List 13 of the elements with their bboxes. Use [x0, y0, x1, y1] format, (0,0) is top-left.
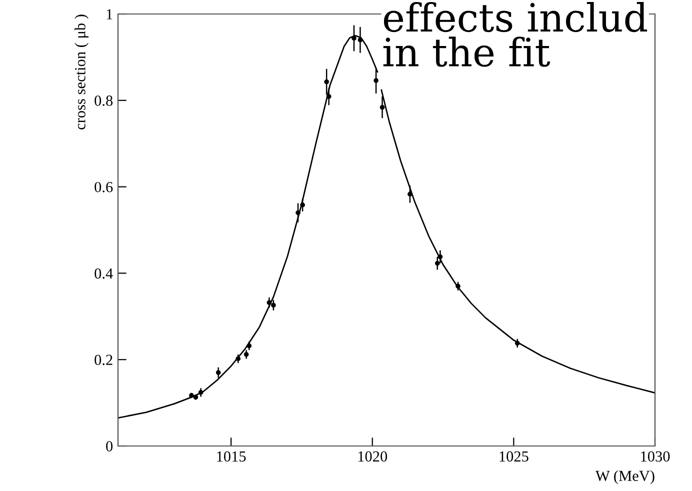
- x-tick-label: 1030: [641, 451, 670, 462]
- y-axis-title: cross section ( μb ): [74, 14, 88, 130]
- y-tick-label: 0.6: [94, 182, 113, 192]
- annotation: effects includ in the fit: [383, 2, 648, 67]
- y-tick-label: 1: [106, 9, 112, 20]
- y-tick-label: 0.8: [94, 96, 113, 106]
- y-tick-label: 0.4: [94, 268, 113, 279]
- x-tick-label: 1025: [500, 451, 528, 462]
- x-tick-label: 1020: [358, 451, 388, 462]
- y-tick-label: 0.2: [94, 354, 112, 366]
- y-tick-label: 0: [106, 441, 113, 452]
- x-tick-label: 1015: [217, 451, 246, 462]
- x-axis-title: W (MeV): [595, 470, 654, 484]
